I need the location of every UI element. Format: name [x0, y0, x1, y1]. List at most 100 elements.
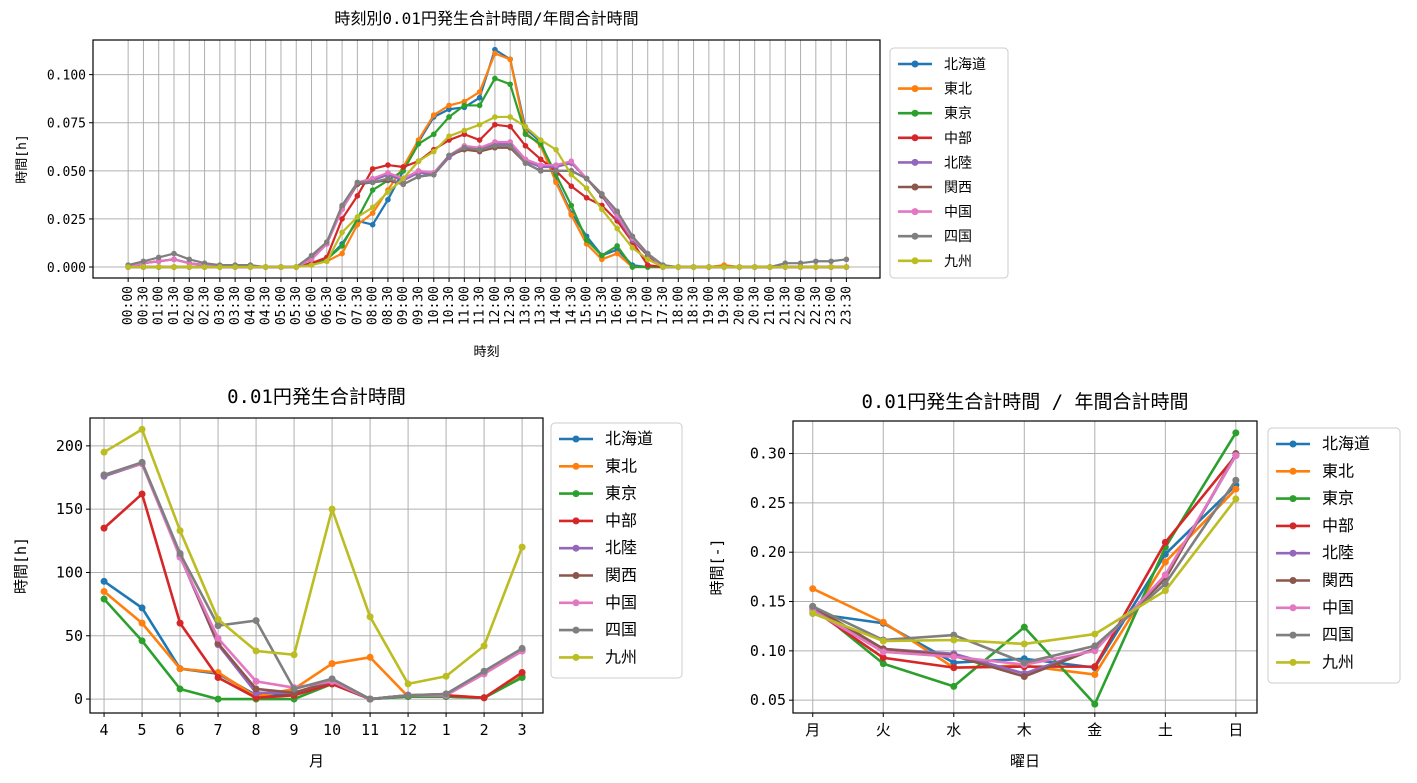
y-tick-label: 150: [56, 500, 83, 518]
data-point: [537, 168, 544, 174]
data-point: [262, 264, 269, 270]
data-point: [138, 425, 146, 433]
data-point: [328, 660, 336, 668]
x-tick-label: 08:30: [381, 286, 396, 325]
chart-2: 月 火 水 木 金 土 日 0.05 0.10 0.15 0.20 0.25 0.30 0.01円発生合計…: [708, 391, 1401, 770]
data-point: [293, 264, 300, 270]
legend-label: 関西: [1322, 571, 1354, 590]
x-tick-label: 05:30: [289, 286, 304, 325]
data-point: [217, 264, 223, 270]
x-tick-label: 09:30: [411, 286, 426, 325]
series-8: [100, 425, 526, 688]
data-point: [252, 677, 260, 685]
y-tick-label: 0.050: [47, 165, 86, 180]
data-point: [138, 604, 146, 612]
data-point: [599, 256, 605, 263]
x-tick-label: 日: [1228, 721, 1243, 739]
data-point: [809, 609, 817, 617]
series-line: [128, 48, 847, 269]
data-point: [537, 156, 544, 163]
data-point: [660, 264, 666, 270]
data-point: [176, 549, 184, 557]
legend-marker: [1289, 631, 1297, 639]
data-point: [782, 264, 789, 270]
data-point: [1091, 642, 1099, 650]
data-point: [568, 171, 575, 178]
data-point: [339, 229, 345, 236]
data-point: [583, 185, 590, 191]
legend-marker: [911, 232, 919, 240]
data-point: [843, 256, 850, 263]
data-point: [1091, 700, 1099, 708]
data-point: [675, 264, 682, 270]
data-point: [430, 171, 437, 178]
x-tick-label: 18:00: [671, 286, 686, 325]
y-tick-label: 0.20: [750, 543, 786, 561]
legend-label: 四国: [1322, 625, 1354, 644]
series-7: [100, 458, 526, 703]
data-point: [492, 139, 498, 145]
data-point: [324, 258, 330, 265]
data-point: [366, 695, 374, 703]
data-point: [879, 648, 887, 656]
x-tick-label: 18:30: [687, 286, 702, 325]
data-point: [507, 114, 513, 120]
data-point: [507, 56, 513, 63]
legend-marker: [572, 572, 580, 579]
data-point: [1232, 452, 1240, 460]
x-tick-label: 19:30: [717, 286, 732, 325]
legend-marker: [572, 626, 580, 634]
legend-item: 東北: [1276, 461, 1354, 480]
data-point: [480, 667, 488, 675]
y-axis-label: 時間[h]: [15, 134, 30, 183]
y-tick-label: 0: [74, 690, 83, 708]
x-tick-label: 火: [876, 721, 891, 739]
series-line: [128, 115, 847, 269]
data-point: [1020, 659, 1028, 667]
data-point: [629, 264, 636, 270]
data-point: [1161, 571, 1169, 579]
data-point: [171, 250, 177, 257]
x-tick-label: 17:00: [641, 286, 656, 325]
data-point: [138, 619, 146, 627]
data-point: [568, 158, 575, 165]
data-point: [430, 131, 437, 138]
data-point: [171, 264, 177, 270]
legend-label: 関西: [605, 566, 637, 585]
legend-item: 北海道: [1276, 434, 1370, 453]
legend-item: 東京: [1276, 489, 1354, 508]
x-axis-label: 曜日: [1010, 752, 1040, 770]
data-point: [950, 653, 958, 661]
legend-item: 東京: [559, 484, 637, 503]
x-tick-label: 9: [290, 721, 299, 739]
legend-label: 東京: [1322, 489, 1354, 508]
x-tick-label: 10:30: [442, 286, 457, 325]
data-point: [599, 206, 605, 213]
x-tick-label: 11:00: [457, 286, 472, 325]
x-tick-label: 11: [361, 721, 379, 739]
y-tick-label: 100: [56, 563, 83, 581]
legend-item: 中部: [559, 511, 637, 530]
y-tick-label: 0.100: [47, 69, 86, 84]
series-8: [809, 495, 1240, 648]
legend-label: 関西: [944, 180, 972, 196]
x-tick-label: 08:00: [366, 286, 381, 325]
legend-marker: [911, 257, 919, 265]
data-point: [252, 617, 260, 625]
series-line: [103, 580, 523, 701]
legend-marker: [911, 60, 919, 68]
x-tick-label: 4: [100, 721, 109, 739]
data-point: [186, 256, 193, 263]
legend-label: 北海道: [944, 57, 986, 73]
series-1: [125, 50, 850, 270]
y-axis-label: 時間[-]: [708, 538, 726, 595]
data-point: [879, 660, 887, 668]
legend-marker: [572, 435, 580, 443]
series-line: [103, 461, 523, 701]
data-point: [171, 256, 177, 263]
data-point: [404, 680, 412, 688]
legend-item: 東北: [559, 456, 637, 475]
legend-item: 北陸: [898, 155, 972, 171]
x-tick-label: 17:30: [656, 286, 671, 325]
